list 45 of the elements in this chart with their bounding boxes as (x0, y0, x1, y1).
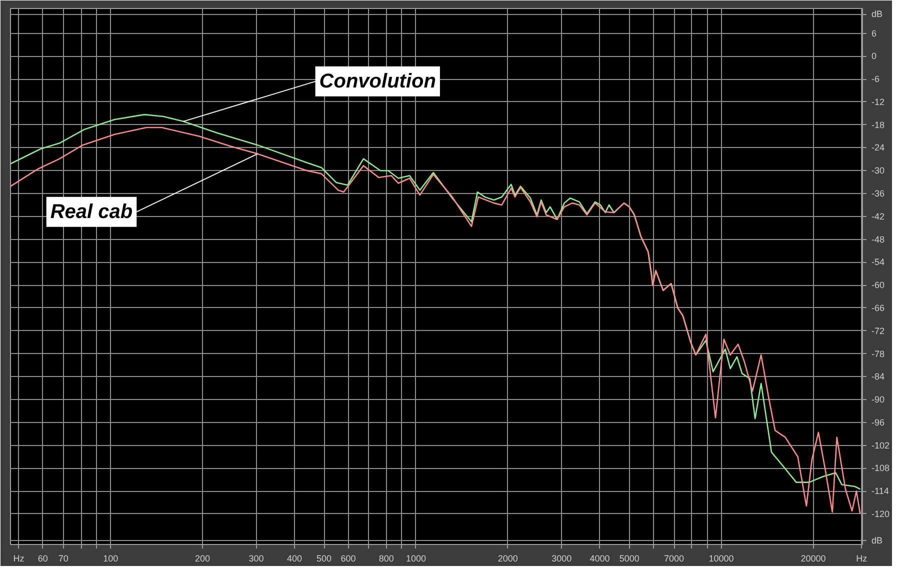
y-tick-label: -72 (872, 326, 885, 336)
y-tick-label: -78 (872, 348, 885, 359)
x-tick-label: 600 (340, 554, 356, 564)
x-tick-label: 300 (248, 554, 264, 564)
y-tick-label: -42 (872, 211, 885, 222)
x-tick-label: 500 (316, 554, 332, 564)
y-tick-label: -102 (872, 440, 890, 450)
x-tick-label: 7000 (664, 554, 684, 564)
y-tick-label: -84 (872, 372, 885, 382)
x-tick-label: Hz (13, 554, 25, 564)
x-tick-label: Hz (856, 554, 868, 564)
y-tick-label: -30 (872, 166, 885, 176)
x-tick-label: 20000 (800, 554, 826, 564)
x-tick-label: 3000 (552, 554, 572, 564)
annotation: Real cab (50, 200, 133, 223)
x-tick-label: 2000 (498, 554, 518, 564)
y-tick-label: -6 (872, 74, 880, 84)
y-tick-label: dB (872, 9, 883, 20)
y-tick-label: -36 (872, 188, 885, 199)
y-tick-label: -12 (872, 96, 885, 107)
y-tick-label: dB (872, 536, 883, 546)
annotation: Convolution (319, 70, 436, 92)
x-tick-label: 10000 (708, 554, 734, 564)
y-tick-label: -48 (872, 234, 885, 244)
y-tick-label: -96 (872, 417, 885, 428)
x-tick-label: 200 (195, 554, 210, 564)
y-tick-label: 6 (872, 28, 877, 38)
y-tick-label: -90 (872, 394, 885, 405)
y-tick-label: -24 (872, 142, 885, 153)
x-tick-label: 1000 (406, 554, 426, 564)
y-tick-label: -114 (872, 486, 889, 496)
y-tick-label: -120 (872, 508, 890, 519)
x-tick-label: 100 (103, 554, 118, 564)
x-tick-label: 70 (58, 554, 68, 564)
x-tick-label: 5000 (619, 554, 640, 564)
y-tick-label: -60 (872, 280, 885, 290)
x-tick-label: 400 (286, 554, 302, 564)
x-tick-label: 4000 (590, 554, 610, 564)
y-tick-label: -108 (872, 463, 890, 474)
x-tick-label: 800 (378, 554, 394, 564)
y-tick-label: -66 (872, 302, 885, 313)
y-tick-label: 0 (872, 51, 877, 62)
y-tick-label: -54 (872, 257, 885, 268)
x-tick-label: 60 (38, 554, 48, 564)
y-tick-label: -18 (872, 120, 885, 130)
